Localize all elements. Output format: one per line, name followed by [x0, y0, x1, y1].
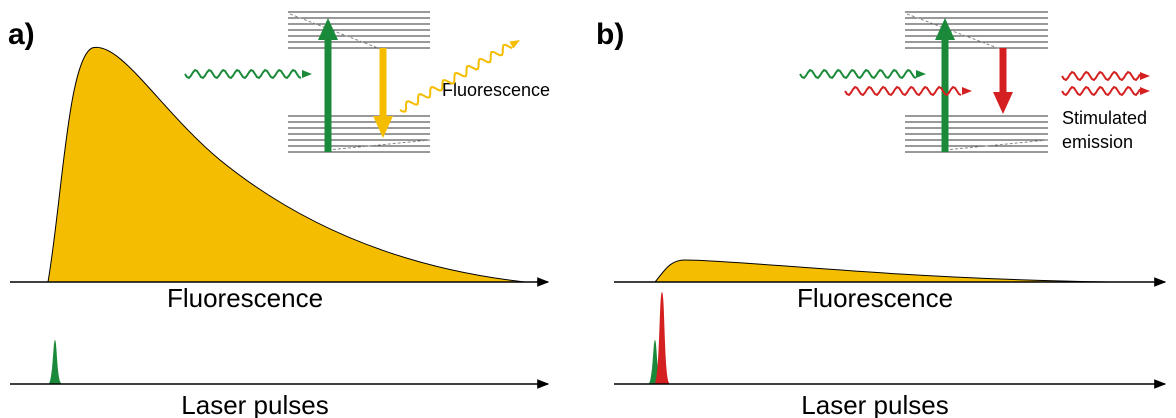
laser-pulse	[654, 292, 670, 384]
fluorescence-curve	[653, 259, 1111, 283]
laser-pulse	[648, 340, 662, 384]
panel-label: b)	[596, 18, 624, 51]
panel-label: a)	[8, 18, 35, 51]
photon	[844, 85, 962, 97]
photon-head	[1140, 87, 1150, 95]
arrow-head	[935, 18, 955, 40]
energy-levels	[905, 11, 1048, 153]
photon-head	[962, 87, 972, 95]
diagram-label: emission	[1062, 132, 1133, 152]
arrow-head	[993, 92, 1013, 114]
photon	[184, 68, 302, 80]
relaxation	[327, 139, 431, 151]
diagram-label: Stimulated	[1062, 108, 1147, 128]
photon	[1061, 85, 1141, 97]
photon-head	[509, 40, 520, 49]
photon-head	[1140, 72, 1150, 80]
diagram-label: Fluorescence	[442, 80, 550, 100]
photon	[799, 68, 917, 80]
photon-head	[302, 70, 312, 78]
arrow-head	[373, 116, 393, 138]
photons	[184, 40, 1150, 113]
fluorescence-curve	[47, 46, 526, 283]
axis-label: Laser pulses	[181, 390, 328, 418]
panel-a: a) Fluorescence Laser pulses Fluorescenc…	[8, 11, 550, 418]
arrow-head	[318, 18, 338, 40]
axis-label: Fluorescence	[797, 283, 953, 313]
relaxation	[944, 139, 1049, 151]
relaxation	[906, 13, 1004, 51]
axis-label: Fluorescence	[167, 283, 323, 313]
laser-pulse	[48, 340, 62, 384]
photon	[1061, 70, 1141, 82]
panel-b: b) Fluorescence Laser pulses Stimulated …	[596, 11, 1167, 418]
axis-label: Laser pulses	[801, 390, 948, 418]
relaxation	[289, 13, 384, 51]
photon	[399, 43, 513, 113]
energy-levels	[288, 11, 430, 153]
photon-head	[916, 70, 926, 78]
